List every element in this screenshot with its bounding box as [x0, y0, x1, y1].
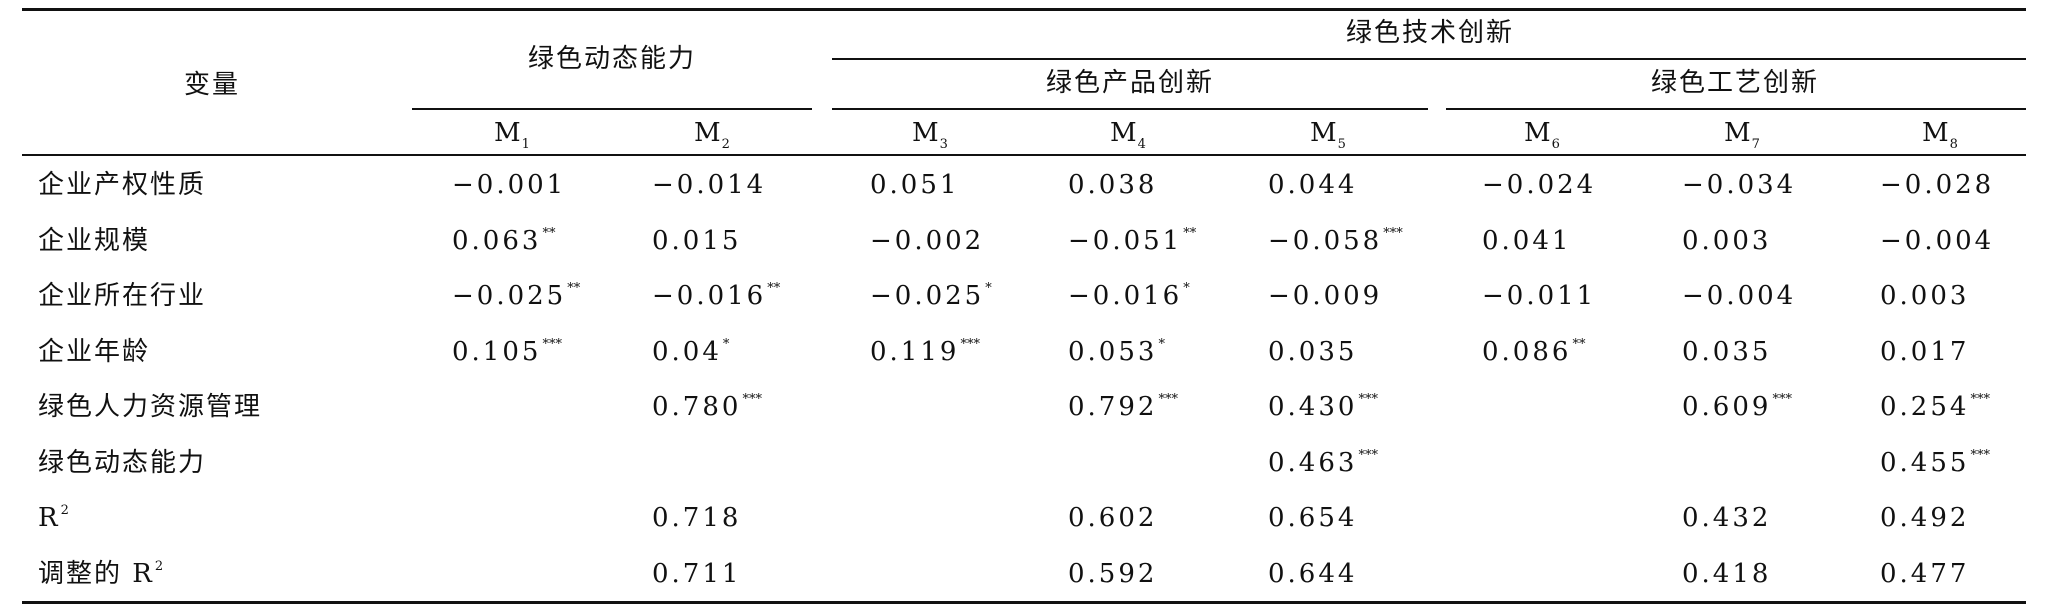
table-cell: 0.718: [652, 503, 742, 533]
table-cell: 0.035: [1682, 337, 1772, 367]
row-label: 企业产权性质: [38, 170, 207, 200]
row-label: 企业年龄: [38, 337, 151, 367]
table-cell: 0.609***: [1682, 392, 1792, 422]
dynamic-capability-rule: [412, 108, 812, 110]
row-label: 绿色动态能力: [38, 448, 207, 478]
table-cell: −0.002: [870, 226, 985, 256]
table-cell: 0.119***: [870, 337, 980, 367]
table-cell: 0.04*: [652, 337, 730, 367]
product-innovation-rule: [832, 108, 1428, 110]
significance-stars: ***: [1358, 448, 1378, 463]
table-cell: 0.792***: [1068, 392, 1178, 422]
significance-stars: *: [985, 281, 992, 296]
model-header-m3: M3: [912, 118, 948, 152]
significance-stars: ***: [1970, 448, 1990, 463]
header-green-tech-innovation: 绿色技术创新: [1345, 18, 1515, 48]
table-cell: 0.644: [1268, 559, 1358, 589]
significance-stars: **: [767, 281, 781, 296]
significance-stars: ***: [1158, 392, 1178, 407]
table-cell: −0.004: [1880, 226, 1995, 256]
table-cell: 0.254***: [1880, 392, 1990, 422]
table-cell: 0.463***: [1268, 448, 1378, 478]
significance-stars: ***: [1358, 392, 1378, 407]
table-cell: 0.455***: [1880, 448, 1990, 478]
table-cell: 0.602: [1068, 503, 1158, 533]
model-header-m6: M6: [1524, 118, 1560, 152]
table-cell: 0.105***: [452, 337, 562, 367]
table-cell: 0.044: [1268, 170, 1358, 200]
table-cell: 0.780***: [652, 392, 762, 422]
table-cell: 0.430***: [1268, 392, 1378, 422]
table-cell: 0.003: [1880, 281, 1970, 311]
significance-stars: *: [1158, 337, 1165, 352]
process-innovation-rule: [1446, 108, 2026, 110]
table-cell: 0.432: [1682, 503, 1772, 533]
table-cell: 0.492: [1880, 503, 1970, 533]
model-header-m4: M4: [1110, 118, 1146, 152]
table-cell: 0.053*: [1068, 337, 1165, 367]
model-header-m7: M7: [1724, 118, 1760, 152]
table-cell: −0.058***: [1268, 226, 1403, 256]
row-label: 企业规模: [38, 226, 151, 256]
table-cell: −0.016*: [1068, 281, 1190, 311]
significance-stars: *: [722, 337, 730, 352]
table-cell: 0.063**: [452, 226, 556, 256]
header-green-process-innovation: 绿色工艺创新: [1650, 68, 1820, 98]
table-cell: −0.024: [1482, 170, 1597, 200]
model-header-m2: M2: [694, 118, 730, 152]
tech-innovation-rule: [832, 58, 2026, 60]
table-cell: 0.592: [1068, 559, 1158, 589]
model-header-m5: M5: [1310, 118, 1346, 152]
table-cell: 0.477: [1880, 559, 1970, 589]
model-header-m8: M8: [1922, 118, 1958, 152]
top-rule: [22, 8, 2026, 11]
row-label: R2: [38, 503, 69, 533]
table-cell: −0.004: [1682, 281, 1797, 311]
significance-stars: ***: [542, 337, 562, 352]
significance-stars: ***: [1772, 392, 1792, 407]
table-cell: 0.654: [1268, 503, 1358, 533]
table-cell: −0.011: [1482, 281, 1597, 311]
table-cell: 0.711: [652, 559, 742, 589]
table-cell: −0.001: [452, 170, 567, 200]
significance-stars: **: [1572, 337, 1586, 352]
table-cell: 0.017: [1880, 337, 1970, 367]
table-cell: −0.034: [1682, 170, 1797, 200]
table-cell: 0.038: [1068, 170, 1158, 200]
significance-stars: ***: [1970, 392, 1990, 407]
table-cell: 0.418: [1682, 559, 1772, 589]
table-cell: 0.003: [1682, 226, 1772, 256]
header-bottom-rule: [22, 154, 2026, 156]
table-cell: −0.025**: [452, 281, 581, 311]
table-cell: −0.028: [1880, 170, 1995, 200]
table-cell: 0.051: [870, 170, 960, 200]
table-cell: −0.009: [1268, 281, 1383, 311]
table-cell: −0.016**: [652, 281, 781, 311]
bottom-rule: [22, 601, 2026, 604]
header-green-product-innovation: 绿色产品创新: [1045, 68, 1215, 98]
table-cell: −0.051**: [1068, 226, 1197, 256]
table-cell: 0.015: [652, 226, 742, 256]
significance-stars: **: [567, 281, 581, 296]
header-green-dynamic-capability: 绿色动态能力: [527, 44, 697, 74]
model-header-m1: M1: [494, 118, 530, 152]
significance-stars: *: [1183, 281, 1190, 296]
significance-stars: ***: [742, 392, 762, 407]
header-variable: 变量: [183, 70, 241, 100]
table-cell: −0.014: [652, 170, 767, 200]
significance-stars: ***: [960, 337, 980, 352]
table-cell: 0.086**: [1482, 337, 1586, 367]
table-cell: −0.025*: [870, 281, 992, 311]
table-cell: 0.041: [1482, 226, 1572, 256]
significance-stars: ***: [1383, 226, 1403, 241]
row-label: 绿色人力资源管理: [38, 392, 263, 422]
significance-stars: **: [542, 226, 556, 241]
table-cell: 0.035: [1268, 337, 1358, 367]
significance-stars: **: [1183, 226, 1197, 241]
row-label: 企业所在行业: [38, 281, 207, 311]
row-label: 调整的 R2: [38, 559, 164, 589]
